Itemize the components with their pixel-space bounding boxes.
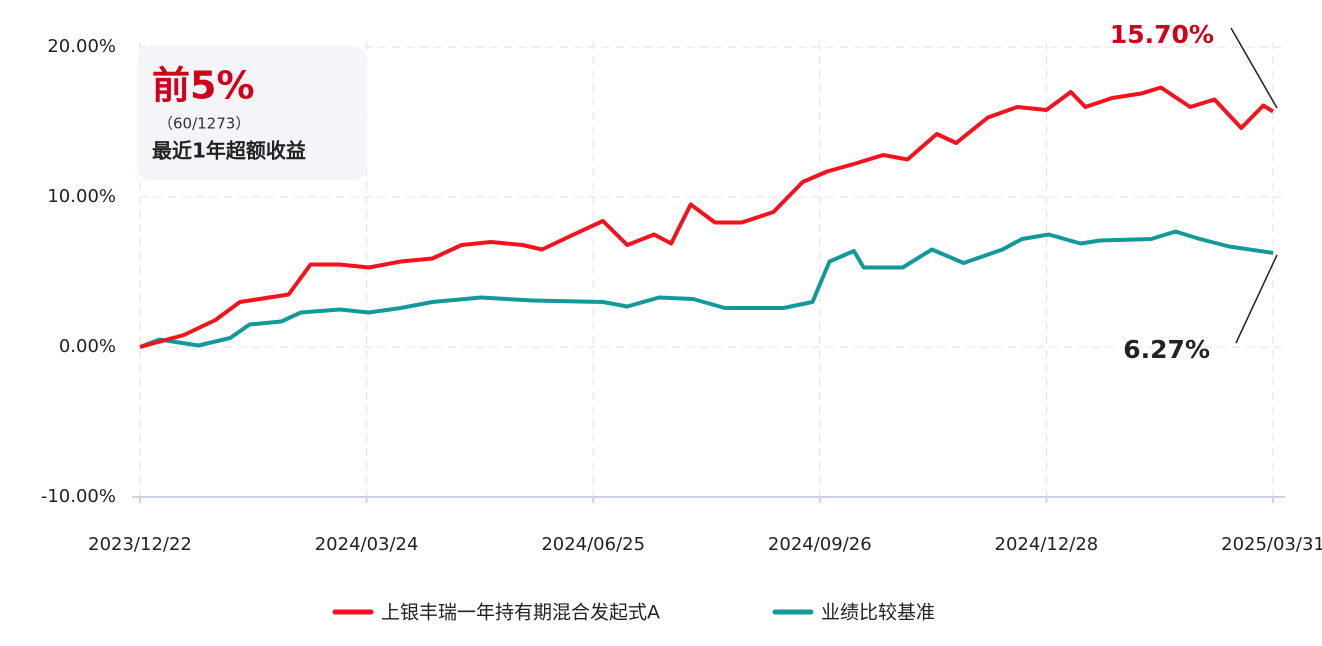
- rank-text: 前5%: [152, 64, 255, 108]
- rank-count: （60/1273）: [158, 115, 250, 133]
- series-line: [139, 85, 1275, 349]
- y-tick-label: 0.00%: [59, 336, 116, 357]
- rank-caption: 最近1年超额收益: [152, 139, 306, 163]
- plot: -10.00% 0.00% 10.00% 20.00% 2023/12/22 2024/0…: [41, 36, 1322, 624]
- end-label: 15.70%: [1110, 20, 1214, 49]
- legend-label: 业绩比较基准: [821, 602, 935, 624]
- y-tick-label: -10.00%: [41, 486, 116, 507]
- x-tick-label: 2024/03/24: [315, 534, 419, 555]
- y-tick-label: 10.00%: [47, 186, 116, 207]
- leader-line: [1235, 254, 1278, 344]
- summary-box: [137, 46, 367, 180]
- end-label: 6.27%: [1123, 335, 1210, 364]
- series-line: [139, 229, 1274, 349]
- leader-line: [1230, 27, 1278, 109]
- x-tick-label: 2024/12/28: [995, 534, 1099, 555]
- x-tick-label: 2024/09/26: [768, 534, 872, 555]
- x-tick-label: 2023/12/22: [88, 534, 192, 555]
- x-tick-label: 2025/03/31: [1221, 534, 1322, 555]
- y-tick-label: 20.00%: [47, 36, 116, 57]
- x-tick-label: 2024/06/25: [541, 534, 645, 555]
- legend-label: 上银丰瑞一年持有期混合发起式A: [381, 602, 660, 624]
